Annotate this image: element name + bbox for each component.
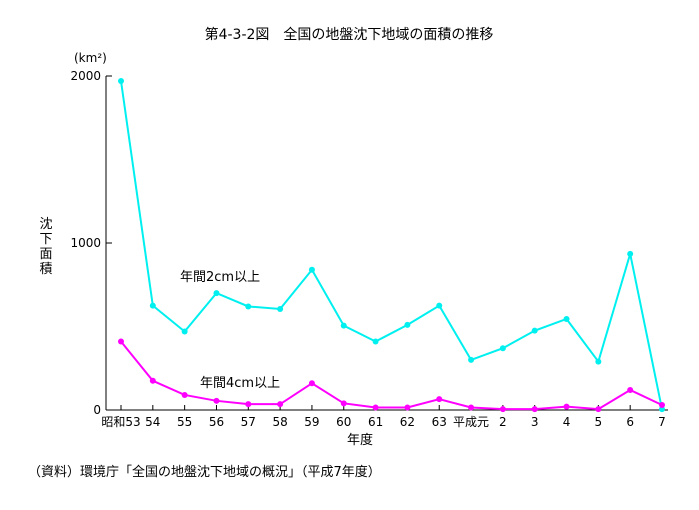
data-point [308,266,315,273]
data-point [627,250,634,257]
data-point [531,327,538,334]
x-tick-label: 62 [400,415,415,429]
data-point [404,321,411,328]
data-point [245,303,252,310]
chart-title: 第4-3-2図 全国の地盤沈下地域の面積の推移 [205,26,494,43]
x-tick-label: 60 [336,415,351,429]
x-tick-label: 58 [272,415,287,429]
x-tick-label: 平成元 [453,415,489,429]
series-label-4cm: 年間4cm以上 [200,376,280,391]
x-tick-label: 63 [432,415,447,429]
source-note: （資料）環境庁「全国の地盤沈下地域の概況」（平成7年度） [28,464,381,480]
data-point [372,338,379,345]
y-axis-label-char: 積 [39,262,52,277]
unit-label: (km²) [74,51,107,65]
y-ticks: 0 1000 2000 [70,69,112,417]
data-point [499,345,506,352]
data-point [531,406,538,413]
x-tick-label: 59 [304,415,319,429]
data-point [340,322,347,329]
x-tick-label: 7 [658,415,666,429]
x-tick-label: 55 [177,415,192,429]
y-axis-label-char: 面 [39,247,52,262]
data-point [181,328,188,335]
series-line-0 [120,80,663,410]
data-point [245,401,252,408]
series-line-1 [120,340,663,411]
data-point [372,404,379,411]
data-point [627,386,634,393]
data-point [277,401,284,408]
data-point [213,290,220,297]
data-point [563,315,570,322]
data-point [213,397,220,404]
data-point [468,356,475,363]
data-point [277,305,284,312]
x-axis-label: 年度 [347,432,373,448]
x-tick-label: 昭和53 [101,415,140,429]
series-layer [118,78,665,413]
x-tick-label: 6 [626,415,634,429]
y-tick-label: 1000 [70,236,101,250]
y-axis-label-char: 沈 [39,217,52,232]
data-point [118,78,124,85]
x-tick-label: 3 [531,415,539,429]
data-point [659,406,665,413]
data-point [563,403,570,410]
series-label-2cm: 年間2cm以上 [180,270,260,285]
data-point [308,380,315,387]
x-tick-label: 54 [145,415,160,429]
data-point [340,400,347,407]
x-tick-label: 56 [209,415,224,429]
data-point [149,377,156,384]
x-tick-label: 4 [563,415,571,429]
x-tick-label: 2 [499,415,507,429]
data-point [436,396,443,403]
y-axis-label-char: 下 [39,232,52,247]
data-point [499,406,506,413]
y-tick-label: 2000 [70,69,101,83]
data-point [468,404,475,411]
data-point [149,302,156,309]
data-point [181,391,188,398]
x-tick-label: 57 [241,415,256,429]
y-tick-label: 0 [93,403,101,417]
x-tick-label: 5 [595,415,603,429]
data-point [436,302,443,309]
data-point [118,338,124,345]
data-point [404,404,411,411]
data-point [595,358,602,365]
data-point [595,406,602,413]
data-point [659,401,665,408]
x-tick-label: 61 [368,415,383,429]
